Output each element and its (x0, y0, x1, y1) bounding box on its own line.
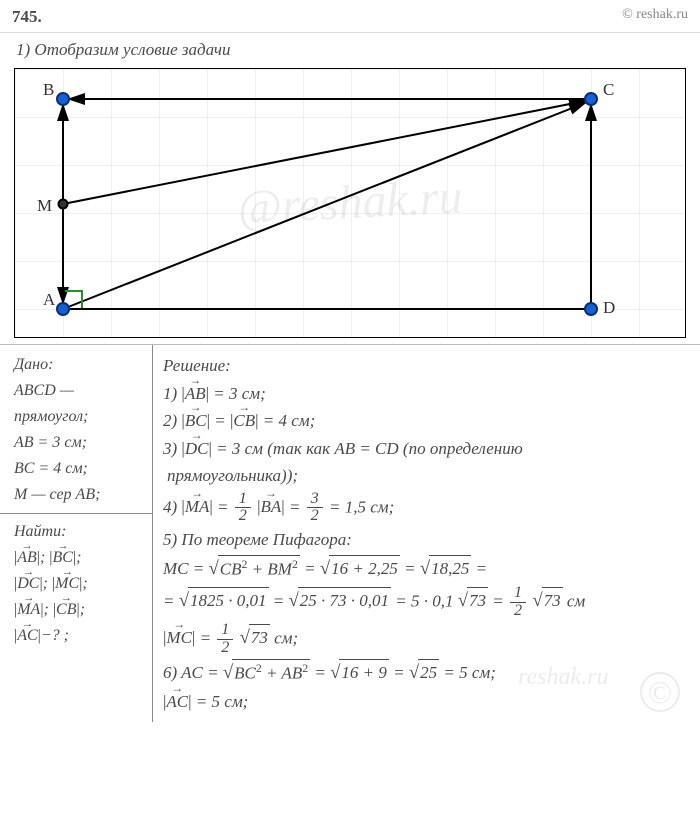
sol-6-l1: 6) AC = √BC2 + AB2 = √16 + 9 = √25 = 5 с… (163, 659, 690, 687)
sol-4: 4) MA = 12 BA = 32 = 1,5 см; (163, 491, 690, 526)
sol-5-l3: = √1825 · 0,01 = √25 · 73 · 0,01 = 5 · 0… (163, 585, 690, 620)
label-b: B (43, 77, 54, 103)
solution-column: Решение: 1) AB = 3 см; 2) BC = CB = 4 см… (152, 345, 700, 722)
divider (0, 513, 152, 514)
sol-5-head: 5) По теореме Пифагора: (163, 527, 690, 553)
given-column: Дано: ABCD — прямоугол; AB = 3 см; BC = … (0, 345, 152, 722)
given-l3: AB = 3 см; (14, 431, 142, 455)
label-c: C (603, 77, 614, 103)
sol-5-l2: MC = √CB2 + BM2 = √16 + 2,25 = √18,25 = (163, 555, 690, 583)
header: 745. © reshak.ru (0, 0, 700, 33)
problem-number: 745. (12, 4, 42, 30)
given-title: Дано: (14, 353, 142, 377)
sol-6-l2: AC = 5 см; (163, 689, 690, 715)
point-b (56, 92, 70, 106)
point-d (584, 302, 598, 316)
point-c (584, 92, 598, 106)
diagram-svg (15, 69, 687, 339)
point-m (58, 199, 69, 210)
site-credit: © reshak.ru (622, 4, 688, 30)
given-l1: ABCD — (14, 379, 142, 403)
label-d: D (603, 295, 615, 321)
sol-5-l4: MC = 12 √73 см; (163, 622, 690, 657)
step-1-text: 1) Отобразим условие задачи (0, 33, 700, 69)
sol-3b: прямоугольника)); (163, 463, 690, 489)
label-a: A (43, 287, 55, 313)
given-l5: M — сер AB; (14, 483, 142, 507)
sol-2: 2) BC = CB = 4 см; (163, 408, 690, 434)
point-a (56, 302, 70, 316)
solution-layout: Дано: ABCD — прямоугол; AB = 3 см; BC = … (0, 344, 700, 722)
given-l4: BC = 4 см; (14, 457, 142, 481)
given-l2: прямоугол; (14, 405, 142, 429)
find-row4: AC−? ; (14, 624, 142, 648)
sol-3a: 3) DC = 3 см (так как AB = CD (по опреде… (163, 436, 690, 462)
geometry-diagram: A B C D M @reshak.ru (14, 68, 686, 338)
sol-title: Решение: (163, 353, 690, 379)
label-m: M (37, 193, 52, 219)
